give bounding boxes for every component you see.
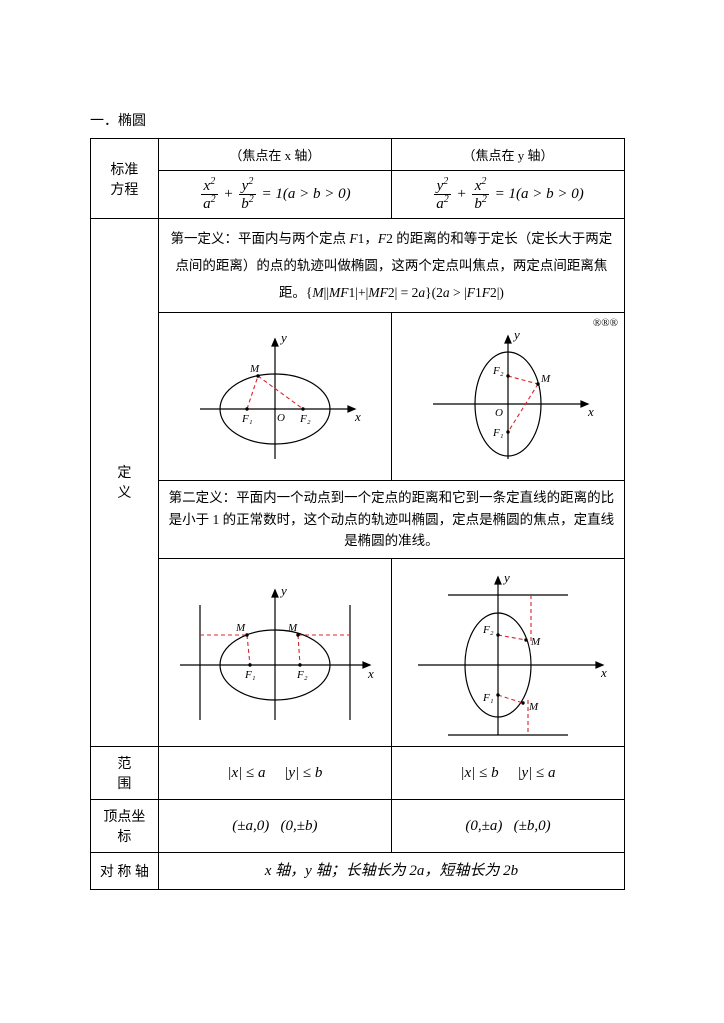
svg-text:F₁: F₁ <box>244 669 256 681</box>
std-eq-y: y2a2 + x2b2 = 1(a > b > 0) <box>391 171 624 219</box>
vertex-label: 顶点坐标 <box>91 799 159 852</box>
vertex-x: (±a,0) (0,±b) <box>158 799 391 852</box>
y-axis-caption: （焦点在 y 轴） <box>391 139 624 171</box>
svg-text:O: O <box>277 412 285 424</box>
svg-text:F₂: F₂ <box>299 413 311 425</box>
svg-text:F₁: F₁ <box>241 413 253 425</box>
symaxis-text: x 轴，y 轴；长轴长为 2a，短轴长为 2b <box>158 852 624 889</box>
fig1-horizontal: x y F₁ F₂ O M <box>158 313 391 481</box>
svg-text:M: M <box>287 622 298 634</box>
svg-text:M: M <box>528 701 539 713</box>
svg-text:x: x <box>600 665 607 680</box>
svg-text:M: M <box>235 622 246 634</box>
svg-text:x: x <box>367 666 374 681</box>
fig1-vertical: ®®® x y F₂ F₁ <box>391 313 624 481</box>
vertex-y: (0,±a) (±b,0) <box>391 799 624 852</box>
svg-text:F₂: F₂ <box>492 365 504 377</box>
svg-text:M: M <box>540 373 551 385</box>
page-title: 一．椭圆 <box>90 110 634 130</box>
svg-text:F₂: F₂ <box>296 669 308 681</box>
svg-text:y: y <box>502 570 510 585</box>
svg-text:x: x <box>354 409 361 424</box>
svg-text:y: y <box>279 583 287 598</box>
fig2-horizontal: x y F₁ F₂ M M <box>158 558 391 746</box>
definition-2: 第二定义：平面内一个动点到一个定点的距离和它到一条定直线的距离的比是小于 1 的… <box>158 481 624 559</box>
symaxis-label: 对 称 轴 <box>91 852 159 889</box>
definition-label: 定 义 <box>91 219 159 747</box>
std-eq-x: x2a2 + y2b2 = 1(a > b > 0) <box>158 171 391 219</box>
ellipse-table: 标准 方程 （焦点在 x 轴） （焦点在 y 轴） x2a2 + y2b2 = … <box>90 138 625 890</box>
svg-text:M: M <box>530 636 541 648</box>
x-axis-caption: （焦点在 x 轴） <box>158 139 391 171</box>
svg-text:M: M <box>249 363 260 375</box>
svg-text:y: y <box>279 330 287 345</box>
range-y: |x| ≤ b |y| ≤ a <box>391 746 624 799</box>
svg-text:y: y <box>512 327 520 342</box>
registered-mark-icon: ®®® <box>593 317 618 329</box>
svg-text:x: x <box>587 404 594 419</box>
svg-text:O: O <box>495 407 503 419</box>
svg-text:F₂: F₂ <box>482 624 494 636</box>
range-label: 范 围 <box>91 746 159 799</box>
definition-1: 第一定义：平面内与两个定点 F1，F2 的距离的和等于定长（定长大于两定点间的距… <box>158 219 624 313</box>
std-eq-label: 标准 方程 <box>91 139 159 219</box>
svg-text:F₁: F₁ <box>482 692 494 704</box>
range-x: |x| ≤ a |y| ≤ b <box>158 746 391 799</box>
fig2-vertical: x y F₂ F₁ M M <box>391 558 624 746</box>
svg-text:F₁: F₁ <box>492 427 504 439</box>
